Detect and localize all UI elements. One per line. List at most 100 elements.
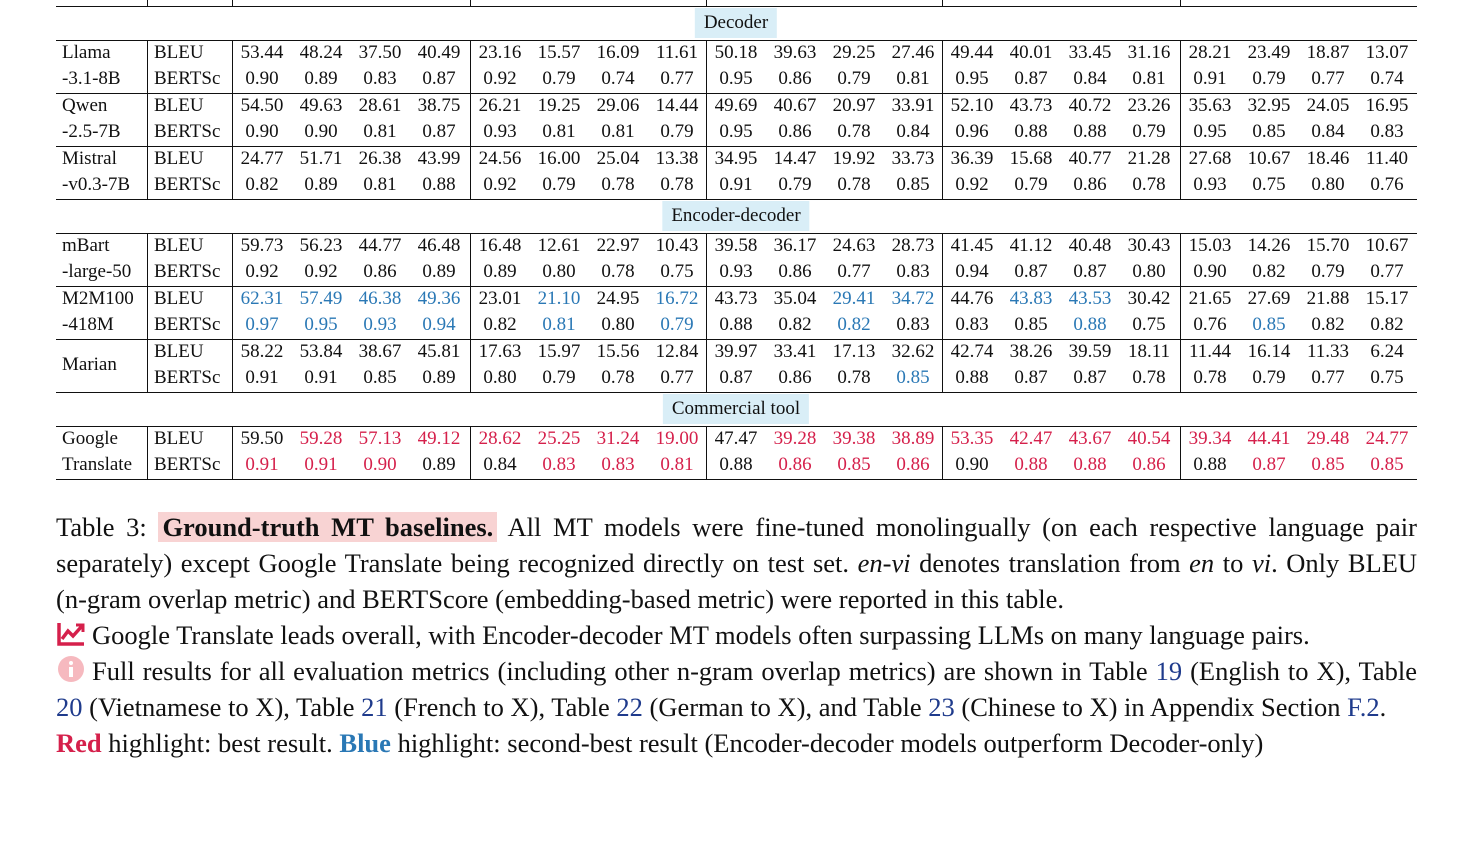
column-rule [1180,339,1182,392]
score: 0.87 [422,121,456,142]
metric: BLEU [154,288,204,309]
score: 0.78 [837,174,871,195]
column-rule [706,233,708,286]
score: 0.77 [837,261,871,282]
score: 0.89 [422,261,456,282]
caption-text: (Chinese to X) in Appendix Section [954,692,1348,722]
score: 0.78 [1132,367,1166,388]
score: 0.86 [778,367,812,388]
score: 39.58 [714,235,758,256]
score: 0.79 [660,121,694,142]
score: 24.63 [832,235,876,256]
column-rule [147,40,149,93]
score: 0.95 [304,314,338,335]
score: 26.21 [478,95,522,116]
score: 24.56 [478,148,522,169]
score: 18.11 [1127,341,1171,362]
score: 0.83 [601,454,635,475]
score: 45.81 [417,341,461,362]
model-name: M2M100 [62,288,134,309]
rule [56,479,1417,481]
table-link[interactable]: 21 [361,692,388,722]
score: 24.95 [596,288,640,309]
score: 0.92 [955,174,989,195]
score: 0.80 [1311,174,1345,195]
score: 0.78 [601,261,635,282]
caption-paragraph: Google Translate leads overall, with Enc… [56,617,1417,653]
score: 49.63 [299,95,343,116]
table-link[interactable]: 20 [56,692,83,722]
score: 29.06 [596,95,640,116]
score: 0.90 [955,454,989,475]
caption-paragraph: Red highlight: best result. Blue highlig… [56,725,1417,761]
column-rule [1180,93,1182,146]
column-rule [147,93,149,146]
metric: BLEU [154,428,204,449]
score: 44.77 [358,235,402,256]
score: 0.77 [660,68,694,89]
table-link[interactable]: F.2 [1347,692,1380,722]
score: 48.24 [299,42,343,63]
column-rule [942,286,944,339]
caption-text: highlight: second-best result (Encoder-d… [390,728,1264,758]
score: 0.80 [1132,261,1166,282]
score: 0.82 [483,314,517,335]
score: 38.67 [358,341,402,362]
score: 0.89 [422,454,456,475]
column-rule [942,93,944,146]
caption-paragraph: Full results for all evaluation metrics … [56,653,1417,725]
score: 0.83 [542,454,576,475]
score: 21.65 [1188,288,1232,309]
score: 21.28 [1127,148,1171,169]
score: 0.81 [363,121,397,142]
caption-text: Full results for all evaluation metrics … [92,656,1156,686]
column-rule [706,146,708,199]
caption-text: All MT models were fine-tuned monolingua… [56,512,1417,578]
column-rule [470,40,472,93]
score: 0.90 [304,121,338,142]
score: 0.84 [1311,121,1345,142]
score: 13.38 [655,148,699,169]
score: 13.07 [1365,42,1409,63]
column-rule [1180,146,1182,199]
column-rule [470,339,472,392]
score: 59.28 [299,428,343,449]
score: 57.49 [299,288,343,309]
score: 26.38 [358,148,402,169]
score: 0.75 [660,261,694,282]
score: 15.17 [1365,288,1409,309]
column-rule [147,0,149,6]
score: 0.84 [483,454,517,475]
caption-text: en-vi [857,548,911,578]
score: 28.73 [891,235,935,256]
column-rule [232,286,234,339]
score: 32.95 [1247,95,1291,116]
score: 58.22 [240,341,284,362]
section-title: Decoder [694,8,778,38]
table-link[interactable]: 19 [1155,656,1183,686]
metric: BLEU [154,42,204,63]
score: 39.59 [1068,341,1112,362]
score: 0.92 [483,68,517,89]
metric: BLEU [154,148,204,169]
score: 0.79 [1252,68,1286,89]
column-rule [147,426,149,479]
table-link[interactable]: 23 [928,692,955,722]
score: 0.81 [363,174,397,195]
score: 14.26 [1247,235,1291,256]
score: 0.88 [1073,454,1107,475]
caption-text: (German to X), and Table [642,692,929,722]
score: 0.86 [778,121,812,142]
score: 0.81 [601,121,635,142]
score: 0.90 [1193,261,1227,282]
rule [56,199,1417,201]
score: 29.41 [832,288,876,309]
caption-text: . [1379,692,1387,722]
score: 0.85 [1252,121,1286,142]
caption-paragraph: Table 3: Ground-truth MT baselines. All … [56,509,1417,617]
score: 11.33 [1306,341,1350,362]
rule [56,40,1417,42]
table-link[interactable]: 22 [616,692,643,722]
score: 0.92 [483,174,517,195]
score: 0.79 [542,68,576,89]
